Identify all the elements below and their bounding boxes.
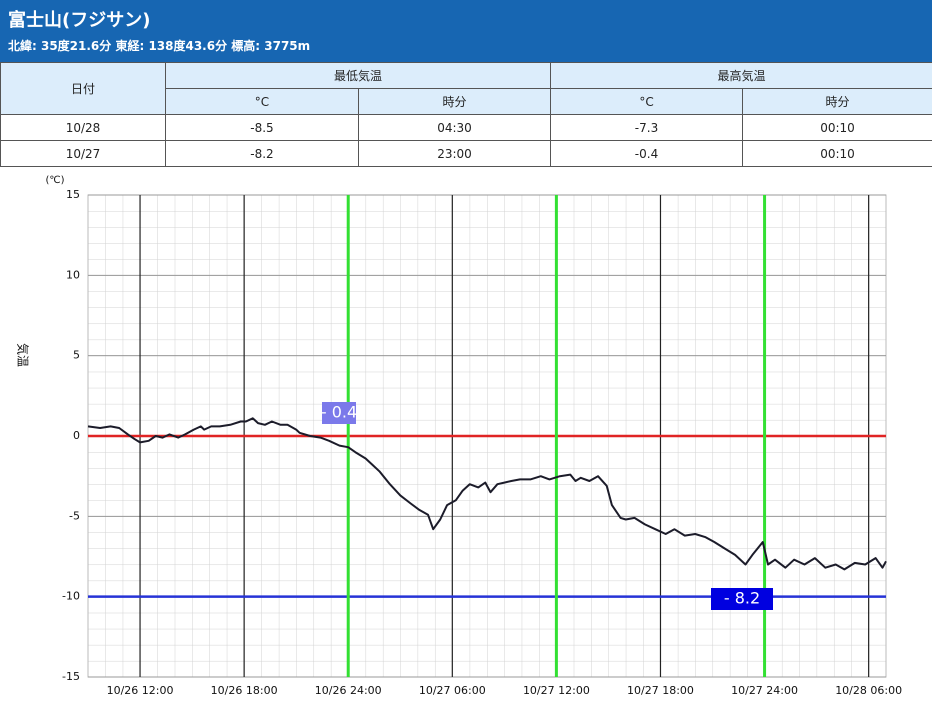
subtitle: 北緯: 35度21.6分 東経: 138度43.6分 標高: 3775m <box>8 39 311 53</box>
annotation-label: - 0.4 <box>321 403 357 422</box>
y-axis-label: 気温 <box>16 343 31 367</box>
cell: -8.2 <box>165 140 359 167</box>
cell: 10/28 <box>0 114 166 141</box>
cell: -7.3 <box>550 114 744 141</box>
cell: 00:10 <box>742 140 932 167</box>
annotation-label: - 8.2 <box>724 589 760 608</box>
header-cell: 日付 <box>0 62 166 115</box>
title: 富士山(フジサン) <box>8 10 151 31</box>
x-tick-label: 10/26 24:00 <box>315 684 382 697</box>
y-unit: (℃) <box>45 175 64 186</box>
cell: 04:30 <box>357 114 552 141</box>
cell: -0.4 <box>550 140 744 167</box>
y-tick-label: 10 <box>66 268 80 281</box>
header: 富士山(フジサン) 北緯: 35度21.6分 東経: 138度43.6分 標高:… <box>0 0 932 62</box>
y-tick-label: -15 <box>62 670 80 683</box>
y-tick-label: 0 <box>73 429 80 442</box>
x-tick-label: 10/28 06:00 <box>835 684 902 697</box>
cell: -8.5 <box>165 114 359 141</box>
y-tick-label: -10 <box>62 590 80 603</box>
header-cell: °C <box>165 88 359 115</box>
header-cell: °C <box>550 88 744 115</box>
x-tick-label: 10/26 18:00 <box>211 684 278 697</box>
annotation-box <box>322 402 356 424</box>
x-tick-label: 10/26 12:00 <box>107 684 174 697</box>
header-cell: 時分 <box>742 88 932 115</box>
summary-table: 日付 最低気温 最高気温 °C 時分 °C 時分 10/28 -8.5 04:3… <box>0 62 932 167</box>
header-cell: 最高気温 <box>550 62 932 89</box>
y-tick-label: 15 <box>66 188 80 201</box>
x-tick-label: 10/27 12:00 <box>523 684 590 697</box>
cell: 00:10 <box>742 114 932 141</box>
x-tick-label: 10/27 18:00 <box>627 684 694 697</box>
y-tick-label: -5 <box>69 509 80 522</box>
x-tick-label: 10/27 06:00 <box>419 684 486 697</box>
y-tick-label: 5 <box>73 349 80 362</box>
chart: (℃) 気温 15 10 5 0 -5 -10 -15 10/26 12:00 10/26 18… <box>16 175 903 697</box>
header-cell: 時分 <box>357 88 552 115</box>
cell: 23:00 <box>357 140 552 167</box>
x-tick-label: 10/27 24:00 <box>731 684 798 697</box>
temperature-line <box>87 417 887 571</box>
cell: 10/27 <box>0 140 166 167</box>
annotation-box <box>711 588 773 610</box>
header-cell: 最低気温 <box>164 62 552 89</box>
